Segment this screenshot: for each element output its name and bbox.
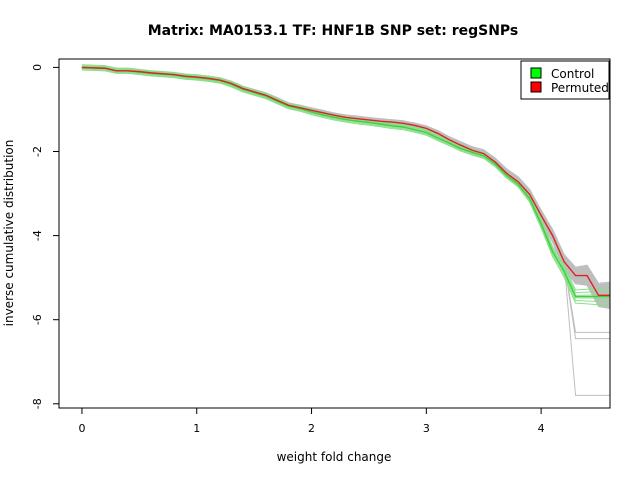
permutation-line: [81, 66, 610, 296]
permutation-line: [81, 66, 610, 298]
permutation-line: [81, 66, 610, 305]
permutation-line: [81, 66, 610, 291]
control-band-line: [81, 67, 610, 299]
permutation-line: [81, 67, 610, 309]
plot-frame: [58, 58, 611, 409]
permutation-line: [81, 67, 610, 302]
permutation-line: [81, 68, 610, 304]
permutation-line: [81, 66, 610, 288]
x-tick-label: 2: [308, 422, 315, 435]
permutation-line: [81, 66, 610, 293]
x-axis-label: weight fold change: [277, 450, 392, 464]
permutation-line: [81, 66, 610, 292]
x-tick-label: 4: [538, 422, 545, 435]
legend-swatch-control: [530, 67, 542, 79]
permutation-line: [81, 67, 610, 300]
legend: Control Permuted: [520, 60, 610, 100]
permutation-line: [81, 66, 610, 286]
permutation-line: [81, 65, 610, 295]
legend-label-permuted: Permuted: [551, 81, 609, 95]
permutation-lines: [81, 65, 610, 396]
permutation-line: [81, 66, 610, 298]
permutation-line: [81, 65, 610, 292]
permutation-line: [81, 66, 610, 290]
x-tick-label: 0: [78, 422, 85, 435]
permutation-line: [81, 67, 610, 290]
permutation-line: [81, 66, 610, 303]
permutation-line: [81, 67, 610, 304]
permutation-line: [81, 67, 610, 306]
permutation-line: [81, 66, 610, 289]
permutation-line: [81, 65, 610, 290]
x-axis: 0 1 2 3 4: [78, 407, 545, 435]
y-tick-label: -4: [31, 230, 44, 241]
legend-swatch-permuted: [530, 81, 542, 93]
permutation-line: [81, 67, 610, 304]
permutation-line: [81, 66, 610, 287]
permutation-line: [81, 67, 610, 298]
permutation-line: [81, 67, 610, 308]
permutation-line: [81, 67, 610, 292]
permutation-line: [81, 67, 610, 301]
permutation-line: [81, 67, 610, 294]
permutation-line: [81, 67, 610, 292]
y-tick-label: -8: [31, 398, 44, 409]
permutation-line: [81, 68, 610, 306]
y-tick-label: -2: [31, 146, 44, 157]
y-tick-label: 0: [31, 64, 44, 71]
permutation-line: [81, 67, 610, 303]
permutation-line: [81, 68, 610, 305]
x-tick-label: 1: [193, 422, 200, 435]
permutation-line: [81, 66, 610, 301]
permutation-line: [81, 66, 610, 300]
permutation-line: [81, 66, 610, 308]
permutation-line: [81, 67, 610, 296]
control-band-line: [81, 68, 610, 303]
control-band-line: [81, 69, 610, 307]
permutation-line: [81, 66, 610, 293]
permutation-line: [81, 66, 610, 306]
series-line-permuted: [81, 66, 610, 297]
y-tick-label: -6: [31, 314, 44, 325]
control-band-line: [81, 66, 610, 296]
permutation-line: [81, 67, 610, 288]
permutation-line: [81, 65, 610, 294]
legend-label-control: Control: [551, 67, 594, 81]
permutation-line: [81, 67, 610, 307]
series-line-control: [81, 66, 610, 298]
y-axis-label: inverse cumulative distribution: [2, 140, 16, 327]
permutation-line: [81, 67, 610, 299]
permutation-line: [81, 66, 610, 286]
permutation-line: [81, 68, 610, 302]
y-axis: 0 -2 -4 -6 -8: [31, 64, 60, 409]
legend-box: [520, 60, 610, 100]
permutation-line: [81, 66, 610, 301]
chart-title: Matrix: MA0153.1 TF: HNF1B SNP set: regS…: [148, 23, 519, 39]
permutation-line: [81, 66, 610, 309]
control-band-line: [81, 65, 610, 294]
permutation-line: [81, 67, 610, 294]
permutation-line: [81, 66, 610, 295]
permutation-line: [81, 67, 610, 299]
permutation-line: [81, 68, 610, 307]
permutation-line: [81, 67, 610, 296]
x-tick-label: 3: [423, 422, 430, 435]
series-lines: [81, 64, 610, 307]
permutation-line: [81, 67, 610, 297]
permutation-line: [81, 66, 610, 297]
